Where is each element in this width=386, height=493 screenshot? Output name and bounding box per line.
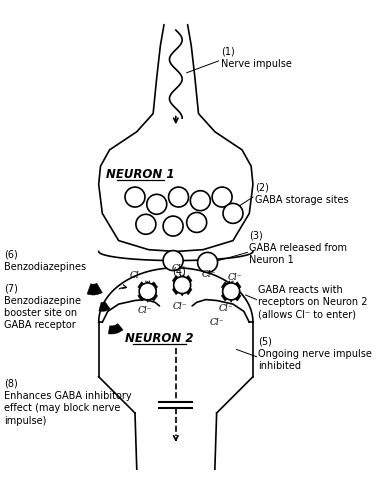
Circle shape bbox=[198, 252, 218, 272]
Wedge shape bbox=[232, 282, 241, 301]
Text: (2)
GABA storage sites: (2) GABA storage sites bbox=[255, 182, 349, 205]
Text: Cl⁻: Cl⁻ bbox=[173, 302, 188, 312]
Wedge shape bbox=[172, 276, 181, 295]
Circle shape bbox=[187, 212, 207, 232]
Text: Cl⁻: Cl⁻ bbox=[130, 271, 144, 280]
Text: (3)
GABA released from
Neuron 1: (3) GABA released from Neuron 1 bbox=[249, 230, 347, 265]
Wedge shape bbox=[87, 283, 102, 295]
Text: (4): (4) bbox=[173, 266, 186, 277]
Text: Cl⁻: Cl⁻ bbox=[201, 270, 216, 279]
Wedge shape bbox=[99, 302, 110, 312]
Circle shape bbox=[139, 283, 156, 300]
Text: (8)
Enhances GABA inhibitory
effect (may block nerve
impulse): (8) Enhances GABA inhibitory effect (may… bbox=[4, 379, 132, 426]
Wedge shape bbox=[138, 282, 147, 301]
Text: Cl⁻: Cl⁻ bbox=[138, 306, 152, 315]
Circle shape bbox=[212, 187, 232, 207]
Text: Cl⁻: Cl⁻ bbox=[227, 273, 242, 282]
Text: NEURON 2: NEURON 2 bbox=[125, 332, 194, 345]
Circle shape bbox=[147, 194, 167, 214]
Circle shape bbox=[190, 191, 210, 211]
Wedge shape bbox=[221, 282, 230, 301]
Circle shape bbox=[163, 216, 183, 236]
Text: Cl⁻: Cl⁻ bbox=[171, 264, 186, 273]
Circle shape bbox=[174, 277, 191, 293]
Wedge shape bbox=[108, 323, 123, 334]
Text: NEURON 1: NEURON 1 bbox=[106, 168, 175, 181]
Circle shape bbox=[223, 204, 243, 223]
Text: (6)
Benzodiazepines: (6) Benzodiazepines bbox=[4, 249, 86, 272]
Wedge shape bbox=[183, 276, 192, 295]
Circle shape bbox=[223, 283, 240, 300]
Text: GABA reacts with
receptors on Neuron 2
(allows Cl⁻ to enter): GABA reacts with receptors on Neuron 2 (… bbox=[258, 285, 368, 319]
Text: (5)
Ongoing nerve impulse
inhibited: (5) Ongoing nerve impulse inhibited bbox=[258, 337, 372, 371]
Circle shape bbox=[125, 187, 145, 207]
Circle shape bbox=[169, 187, 188, 207]
Wedge shape bbox=[149, 282, 157, 301]
Text: (7)
Benzodiazepine
booster site on
GABA receptor: (7) Benzodiazepine booster site on GABA … bbox=[4, 283, 81, 330]
Text: Cl⁻: Cl⁻ bbox=[218, 304, 233, 313]
Circle shape bbox=[136, 214, 156, 234]
Circle shape bbox=[163, 250, 183, 271]
Text: Cl⁻: Cl⁻ bbox=[209, 318, 224, 327]
Text: (1)
Nerve impulse: (1) Nerve impulse bbox=[221, 46, 292, 69]
